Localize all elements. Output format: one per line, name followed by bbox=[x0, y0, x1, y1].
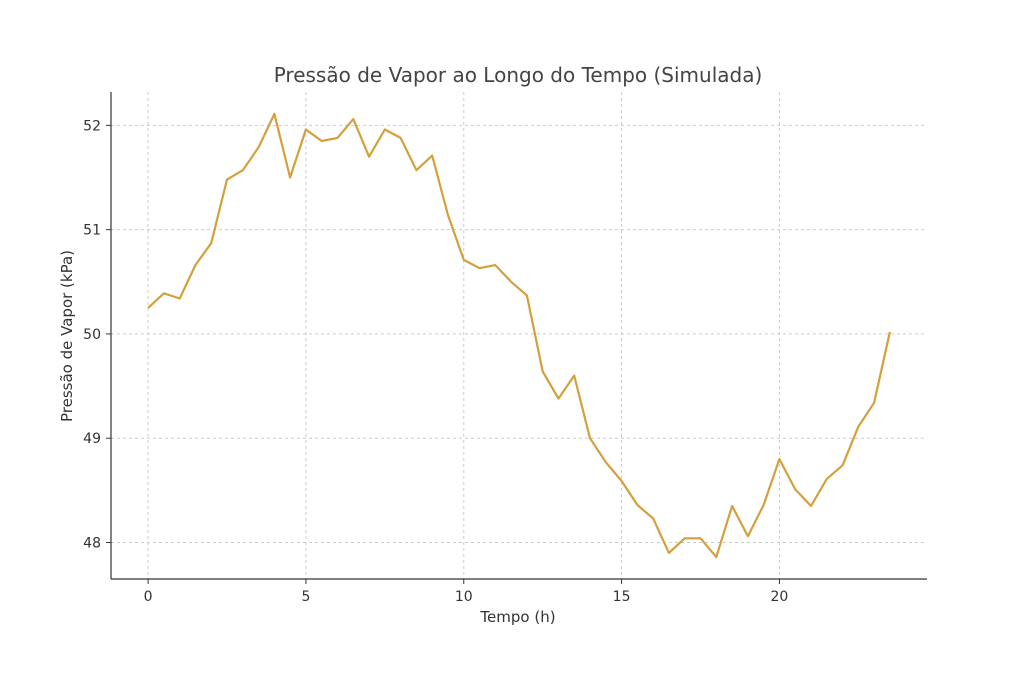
y-tick-label: 49 bbox=[83, 431, 101, 447]
x-axis-label: Tempo (h) bbox=[479, 608, 555, 626]
x-tick-label: 5 bbox=[301, 589, 310, 605]
x-tick-label: 15 bbox=[613, 589, 631, 605]
y-axis-label: Pressão de Vapor (kPa) bbox=[58, 250, 76, 422]
ticks: 0 5 10 15 20 48 49 50 51 52 bbox=[83, 118, 788, 605]
chart-title: Pressão de Vapor ao Longo do Tempo (Simu… bbox=[274, 63, 763, 87]
y-tick-label: 52 bbox=[83, 118, 101, 134]
series-line bbox=[147, 112, 891, 559]
y-tick-label: 48 bbox=[83, 536, 101, 552]
y-tick-label: 50 bbox=[83, 327, 101, 343]
y-tick-label: 51 bbox=[83, 223, 101, 239]
x-tick-label: 20 bbox=[771, 589, 789, 605]
x-tick-label: 0 bbox=[144, 589, 153, 605]
x-tick-label: 10 bbox=[455, 589, 473, 605]
grid bbox=[111, 92, 927, 579]
